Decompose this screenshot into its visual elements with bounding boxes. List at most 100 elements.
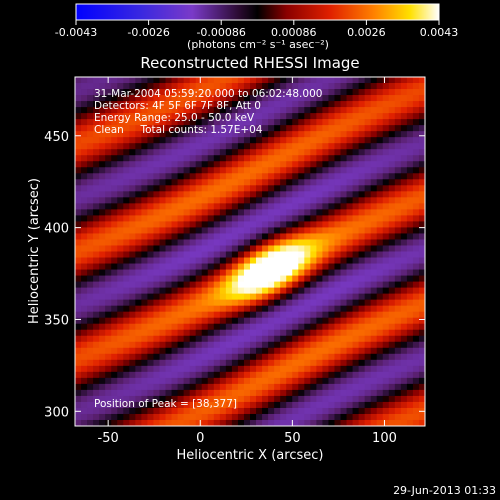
heatmap-cell xyxy=(171,389,179,397)
heatmap-cell xyxy=(262,221,269,228)
heatmap-cell xyxy=(310,179,317,186)
heatmap-cell xyxy=(406,263,414,271)
heatmap-cell xyxy=(250,347,257,355)
heatmap-cell xyxy=(93,143,100,150)
heatmap-cell xyxy=(268,305,275,313)
heatmap-cell xyxy=(129,119,136,126)
heatmap-cell xyxy=(171,101,179,108)
heatmap-cell xyxy=(177,143,185,150)
heatmap-cell xyxy=(225,233,233,240)
heatmap-cell xyxy=(370,233,378,240)
heatmap-cell xyxy=(358,221,366,228)
heatmap-cell xyxy=(250,257,257,265)
heatmap-cell xyxy=(268,239,275,246)
heatmap-cell xyxy=(165,155,173,162)
heatmap-cell xyxy=(352,125,360,132)
heatmap-cell xyxy=(171,287,179,295)
heatmap-cell xyxy=(280,209,287,216)
heatmap-cell xyxy=(225,299,233,307)
heatmap-cell xyxy=(334,275,342,283)
heatmap-cell xyxy=(99,371,106,379)
heatmap-cell xyxy=(75,401,82,409)
heatmap-cell xyxy=(256,155,263,162)
heatmap-cell xyxy=(280,251,287,259)
heatmap-cell xyxy=(370,89,378,96)
heatmap-cell xyxy=(177,197,185,204)
heatmap-cell xyxy=(99,233,106,240)
heatmap-cell xyxy=(153,185,160,192)
heatmap-cell xyxy=(231,155,239,162)
heatmap-cell xyxy=(207,353,215,361)
heatmap-cell xyxy=(177,119,185,126)
heatmap-cell xyxy=(340,335,348,343)
heatmap-cell xyxy=(364,149,372,156)
heatmap-cell xyxy=(406,95,414,102)
heatmap-cell xyxy=(105,365,112,373)
heatmap-cell xyxy=(262,83,269,90)
heatmap-cell xyxy=(310,77,317,84)
heatmap-cell xyxy=(111,287,118,295)
heatmap-cell xyxy=(406,401,414,409)
heatmap-cell xyxy=(286,155,293,162)
heatmap-cell xyxy=(328,167,335,174)
heatmap-cell xyxy=(153,329,160,337)
heatmap-cell xyxy=(99,203,106,210)
heatmap-cell xyxy=(340,101,348,108)
heatmap-cell xyxy=(81,311,88,319)
heatmap-cell xyxy=(75,197,82,204)
heatmap-cell xyxy=(322,95,329,102)
heatmap-cell xyxy=(370,149,378,156)
heatmap-cell xyxy=(225,179,233,186)
heatmap-cell xyxy=(364,167,372,174)
heatmap-cell xyxy=(219,101,227,108)
heatmap-cell xyxy=(334,269,342,277)
heatmap-cell xyxy=(400,233,408,240)
heatmap-cell xyxy=(340,161,348,168)
heatmap-cell xyxy=(316,149,323,156)
heatmap-cell xyxy=(207,401,215,409)
heatmap-cell xyxy=(334,407,342,415)
heatmap-cell xyxy=(334,359,342,367)
heatmap-cell xyxy=(111,257,118,265)
annotation-time-range: 31-Mar-2004 05:59:20.000 to 06:02:48.000 xyxy=(94,88,322,100)
heatmap-cell xyxy=(147,233,154,240)
heatmap-cell xyxy=(262,239,269,246)
heatmap-cell xyxy=(406,233,414,240)
heatmap-cell xyxy=(328,95,335,102)
heatmap-cell xyxy=(123,179,130,186)
heatmap-cell xyxy=(129,203,136,210)
heatmap-cell xyxy=(201,401,209,409)
heatmap-cell xyxy=(298,191,305,198)
heatmap-cell xyxy=(304,395,311,403)
heatmap-cell xyxy=(87,155,94,162)
heatmap-cell xyxy=(195,185,203,192)
heatmap-cell xyxy=(207,341,215,349)
heatmap-cell xyxy=(298,77,305,84)
heatmap-cell xyxy=(340,347,348,355)
heatmap-cell xyxy=(310,167,317,174)
heatmap-cell xyxy=(141,365,148,373)
heatmap-cell xyxy=(135,317,142,325)
heatmap-cell xyxy=(412,371,420,379)
heatmap-cell xyxy=(328,137,335,144)
heatmap-cell xyxy=(286,149,293,156)
heatmap-cell xyxy=(406,185,414,192)
heatmap-cell xyxy=(268,287,275,295)
heatmap-cell xyxy=(358,101,366,108)
heatmap-cell xyxy=(418,101,425,108)
heatmap-cell xyxy=(274,383,281,391)
heatmap-cell xyxy=(304,191,311,198)
heatmap-cell xyxy=(352,269,360,277)
heatmap-cell xyxy=(346,227,354,234)
heatmap-cell xyxy=(231,95,239,102)
heatmap-cell xyxy=(358,413,366,421)
heatmap-cell xyxy=(406,131,414,138)
heatmap-cell xyxy=(412,83,420,90)
heatmap-cell xyxy=(111,371,118,379)
heatmap-cell xyxy=(135,215,142,222)
heatmap-cell xyxy=(165,317,173,325)
heatmap-cell xyxy=(304,413,311,421)
heatmap-cell xyxy=(304,251,311,259)
heatmap-cell xyxy=(382,221,390,228)
heatmap-cell xyxy=(376,323,384,331)
